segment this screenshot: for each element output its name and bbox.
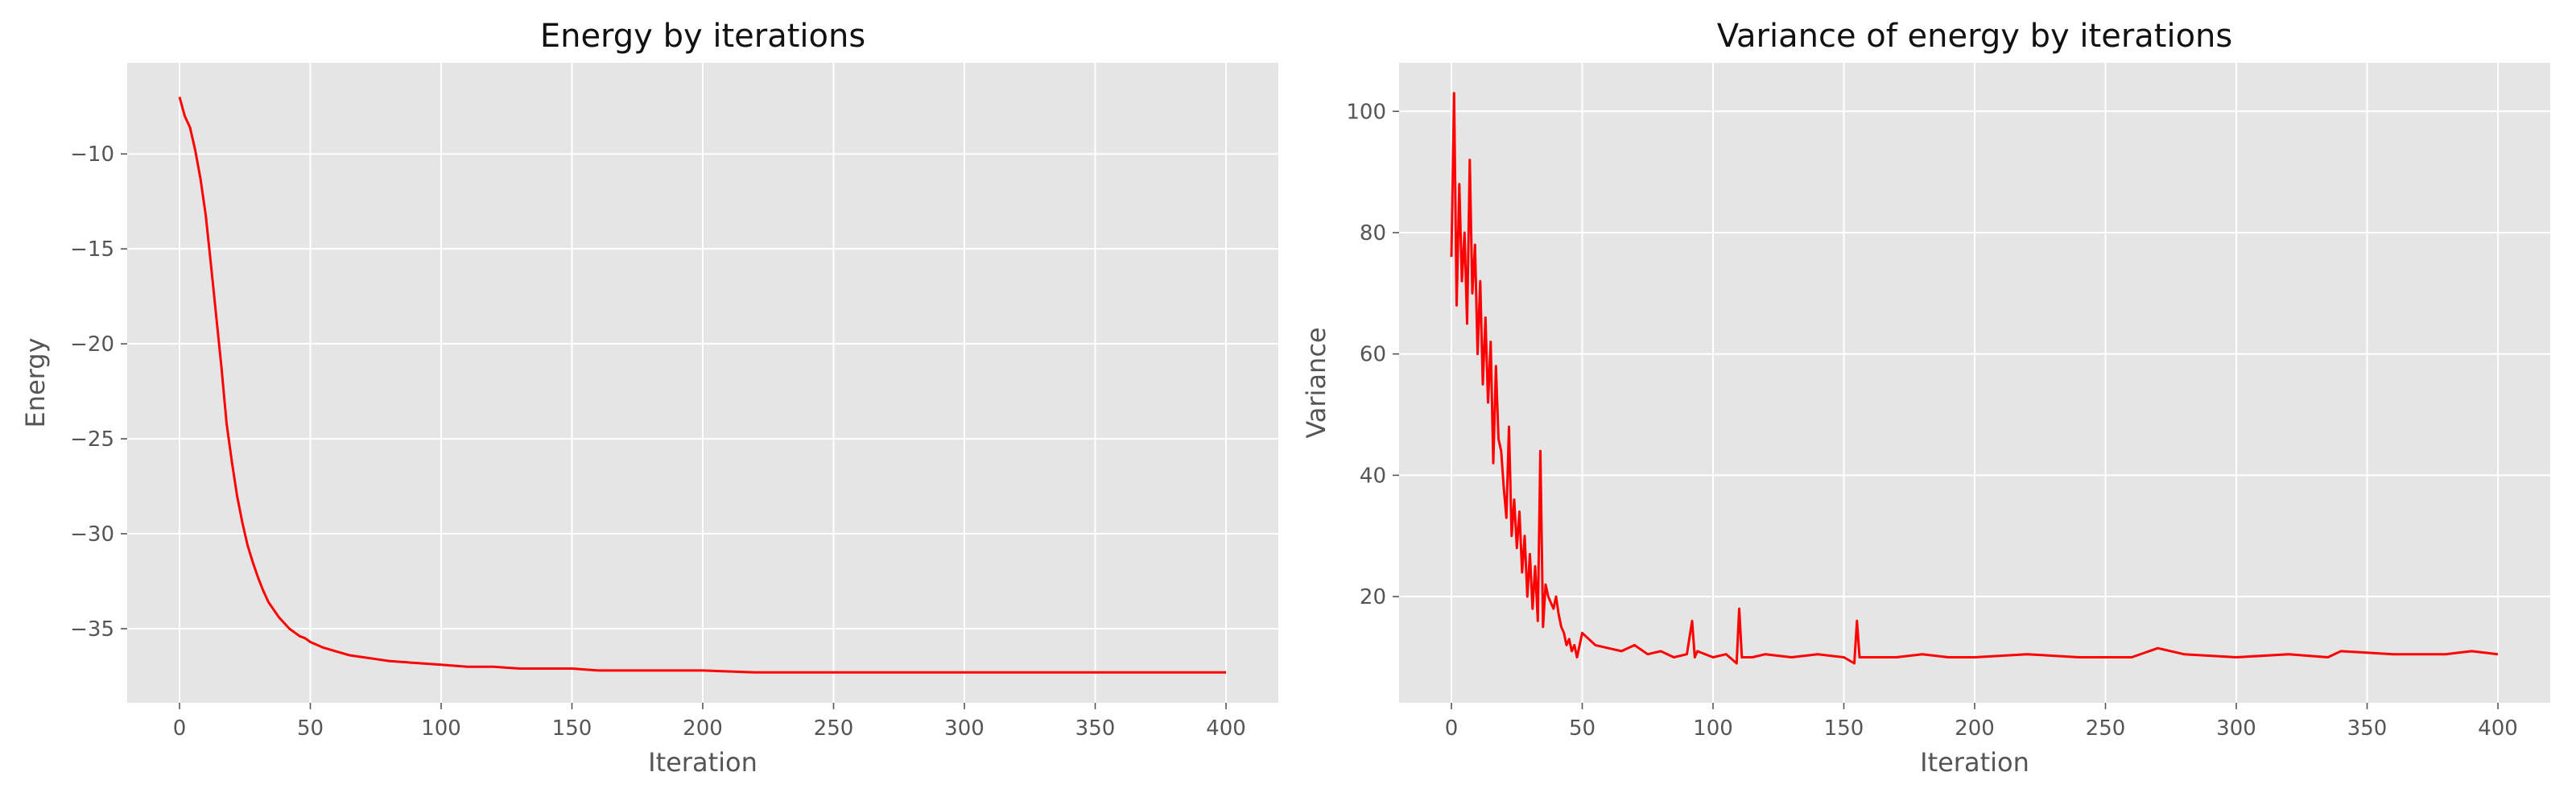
y-tick-label: 40 [1360,464,1386,488]
x-tick-label: 150 [1824,716,1864,741]
x-tick-label: 300 [944,716,985,741]
y-tick-label: −15 [70,237,114,262]
y-tick-label: 20 [1360,585,1386,609]
x-tick-label: 0 [173,716,187,741]
chart-1: 0 50 100 150 200 250 300 350 400 −35 −30 −25 −20 −15 −… [20,18,1278,778]
gridlines [127,63,1278,703]
y-tick-label: −30 [70,522,114,547]
x-tick-label: 150 [552,716,592,741]
x-tick-label: 350 [2347,716,2388,741]
x-tick-label: 300 [2216,716,2256,741]
series-line [178,97,1226,674]
x-tick-label: 400 [1206,716,1246,741]
x-tick-label: 50 [297,716,324,741]
y-tick-label: 100 [1346,100,1386,124]
y-tick-label: −25 [70,427,114,452]
y-axis-label: Variance [1301,327,1331,438]
series-line [1450,92,2499,665]
x-tick-label: 350 [1075,716,1116,741]
gridlines [1399,63,2550,703]
x-tick-label: 100 [421,716,461,741]
chart-title: Variance of energy by iterations [1717,18,2232,55]
x-tick-label: 400 [2478,716,2518,741]
y-axis-label: Energy [20,337,51,427]
x-tick-label: 250 [814,716,854,741]
y-tick-label: 60 [1360,343,1386,367]
x-axis-label: Iteration [1920,747,2029,778]
y-tick-label: −35 [70,617,114,642]
y-tick-label: −10 [70,142,114,167]
x-tick-label: 200 [1955,716,1995,741]
x-tick-label: 250 [2086,716,2126,741]
y-tick-label: 80 [1360,221,1386,246]
chart-2: 0 50 100 150 200 250 300 350 400 20 40 60 80 100 Varia… [1301,18,2550,778]
x-tick-label: 50 [1569,716,1596,741]
x-tick-label: 0 [1445,716,1459,741]
chart-title: Energy by iterations [540,18,865,55]
x-tick-label: 100 [1693,716,1733,741]
x-axis-label: Iteration [648,747,758,778]
y-tick-label: −20 [70,332,114,357]
x-tick-label: 200 [683,716,723,741]
